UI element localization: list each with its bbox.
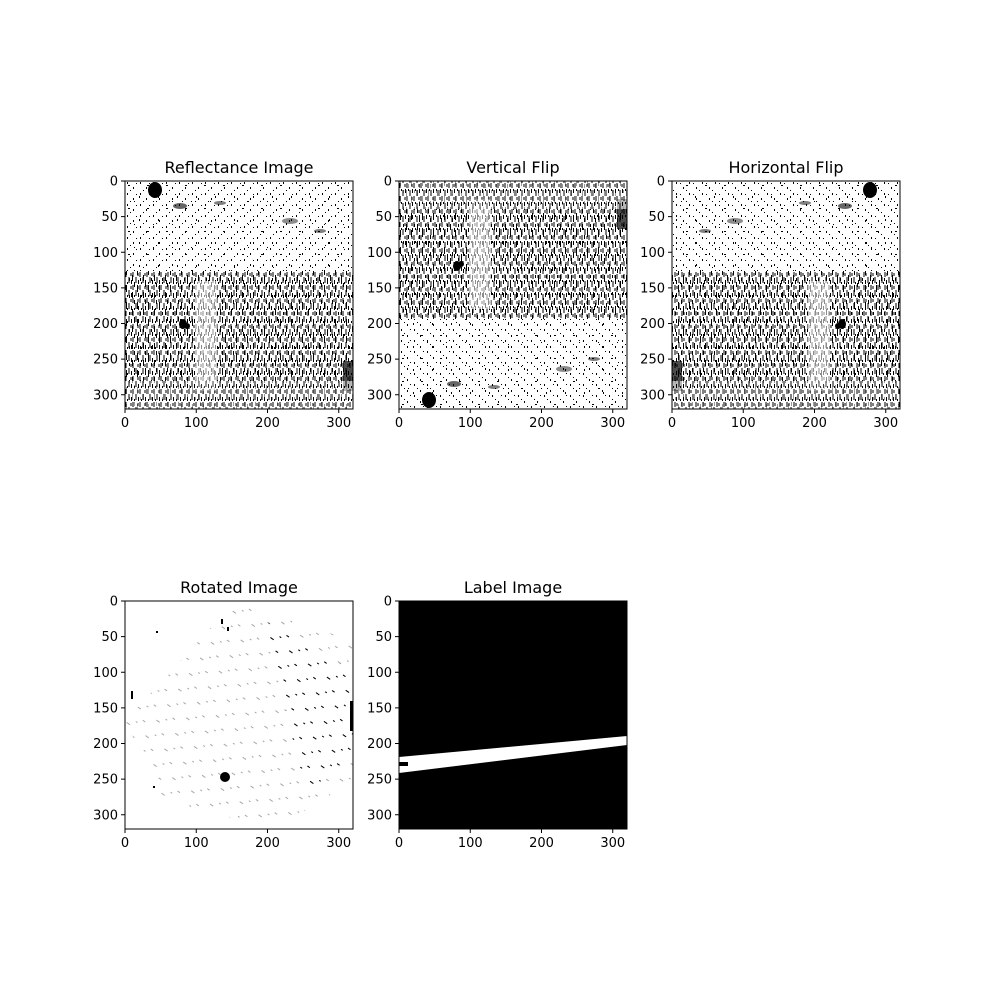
y-tick-label: 150 (367, 281, 392, 296)
axes-frame-horizontal-flip (671, 180, 901, 410)
y-tick-label: 100 (367, 666, 392, 681)
panel-image-horizontal-flip (672, 181, 900, 409)
y-tick-label: 150 (640, 281, 665, 296)
axes-frame-vertical-flip (398, 180, 628, 410)
y-tick-label: 200 (640, 317, 665, 332)
x-tick-label: 300 (326, 836, 351, 851)
y-tick-label: 250 (93, 353, 118, 368)
y-tick-label: 300 (93, 808, 118, 823)
x-tick-label: 200 (255, 836, 280, 851)
panel-title-reflectance: Reflectance Image (164, 158, 313, 177)
y-tick-label: 250 (93, 773, 118, 788)
y-tick-label: 250 (640, 353, 665, 368)
y-tick-label: 50 (375, 210, 392, 225)
y-tick-label: 0 (384, 595, 392, 610)
y-tick-label: 0 (110, 595, 118, 610)
y-tick-label: 200 (93, 317, 118, 332)
y-tick-label: 100 (640, 246, 665, 261)
x-tick-label: 100 (184, 836, 209, 851)
y-tick-label: 250 (367, 353, 392, 368)
y-tick-label: 150 (367, 701, 392, 716)
x-tick-label: 200 (529, 416, 554, 431)
y-tick-label: 200 (367, 737, 392, 752)
x-tick-label: 300 (326, 416, 351, 431)
y-tick-label: 50 (648, 210, 665, 225)
panel-title-label: Label Image (464, 578, 562, 597)
x-tick-label: 200 (529, 836, 554, 851)
panel-image-label (399, 601, 627, 829)
x-tick-label: 100 (731, 416, 756, 431)
x-tick-label: 100 (458, 416, 483, 431)
y-tick-label: 150 (93, 701, 118, 716)
y-tick-label: 300 (367, 388, 392, 403)
y-tick-label: 100 (367, 246, 392, 261)
y-tick-label: 0 (384, 175, 392, 190)
x-tick-label: 300 (600, 416, 625, 431)
y-tick-label: 150 (93, 281, 118, 296)
y-tick-label: 50 (101, 630, 118, 645)
y-tick-label: 200 (93, 737, 118, 752)
axes-frame-rotated (124, 600, 354, 830)
y-tick-label: 300 (640, 388, 665, 403)
axes-frame-reflectance (124, 180, 354, 410)
y-tick-label: 0 (657, 175, 665, 190)
x-tick-label: 0 (121, 836, 129, 851)
x-tick-label: 0 (395, 836, 403, 851)
panel-title-horizontal-flip: Horizontal Flip (728, 158, 843, 177)
y-tick-label: 100 (93, 666, 118, 681)
x-tick-label: 200 (802, 416, 827, 431)
x-tick-label: 0 (121, 416, 129, 431)
y-tick-label: 200 (367, 317, 392, 332)
panel-image-vertical-flip (399, 181, 627, 409)
panel-title-vertical-flip: Vertical Flip (466, 158, 559, 177)
y-tick-label: 50 (101, 210, 118, 225)
y-tick-label: 100 (93, 246, 118, 261)
panel-title-rotated: Rotated Image (180, 578, 298, 597)
x-tick-label: 0 (395, 416, 403, 431)
x-tick-label: 200 (255, 416, 280, 431)
y-tick-label: 300 (93, 388, 118, 403)
x-tick-label: 0 (668, 416, 676, 431)
x-tick-label: 300 (873, 416, 898, 431)
x-tick-label: 100 (184, 416, 209, 431)
y-tick-label: 250 (367, 773, 392, 788)
panel-image-rotated (125, 601, 353, 829)
y-tick-label: 0 (110, 175, 118, 190)
y-tick-label: 300 (367, 808, 392, 823)
x-tick-label: 100 (458, 836, 483, 851)
axes-frame-label (398, 600, 628, 830)
panel-image-reflectance (125, 181, 353, 409)
x-tick-label: 300 (600, 836, 625, 851)
y-tick-label: 50 (375, 630, 392, 645)
